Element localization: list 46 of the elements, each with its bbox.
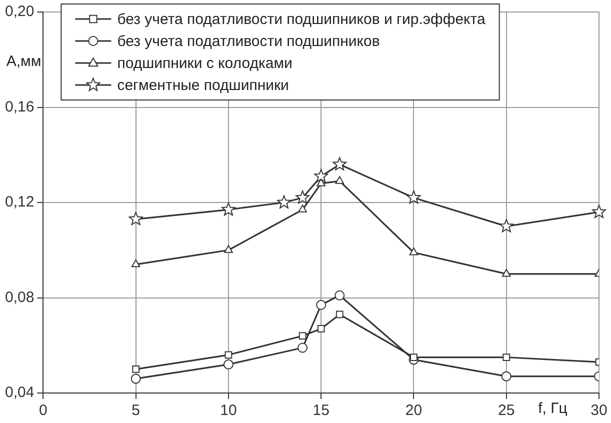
point xyxy=(332,157,347,170)
point xyxy=(277,195,291,208)
x-tick-label: 0 xyxy=(39,402,48,420)
point xyxy=(317,325,325,332)
legend-label: без учета податливости подшипников xyxy=(117,33,380,50)
point xyxy=(130,374,141,384)
point xyxy=(336,310,344,318)
point xyxy=(592,204,606,218)
point xyxy=(224,245,233,253)
point xyxy=(298,204,307,212)
point xyxy=(334,290,345,300)
point xyxy=(409,248,418,256)
legend-label: сегментные подшипники xyxy=(117,77,289,94)
legend-label: подшипники с колодками xyxy=(117,55,292,72)
point xyxy=(499,219,514,232)
x-tick-label: 25 xyxy=(498,402,515,420)
x-tick-label: 20 xyxy=(405,402,422,420)
y-axis-title: A,мм xyxy=(6,53,42,70)
point xyxy=(335,176,344,184)
point xyxy=(131,259,140,268)
x-axis-title: f, Гц xyxy=(538,400,568,418)
point xyxy=(502,268,511,277)
point xyxy=(298,332,306,340)
point xyxy=(296,190,310,204)
point xyxy=(222,202,236,216)
point xyxy=(501,371,512,382)
point xyxy=(502,354,510,361)
point xyxy=(128,212,143,226)
y-tick-label: 0,16 xyxy=(4,98,34,116)
point xyxy=(406,190,421,204)
point xyxy=(314,169,328,182)
point xyxy=(224,351,232,359)
point xyxy=(410,354,418,361)
y-tick-label: 0,20 xyxy=(4,3,34,20)
legend-label: без учета податливости подшипников и гир.эффекта xyxy=(117,11,486,28)
y-tick-label: 0,08 xyxy=(4,288,34,306)
x-tick-label: 15 xyxy=(312,402,330,420)
x-tick-label: 30 xyxy=(590,402,608,420)
point xyxy=(298,342,308,353)
y-tick-label: 0,04 xyxy=(4,384,34,402)
x-tick-label: 10 xyxy=(220,402,237,420)
x-tick-label: 5 xyxy=(132,402,140,420)
point xyxy=(316,300,326,310)
y-tick-label: 0,12 xyxy=(4,194,34,211)
point xyxy=(132,366,140,373)
point xyxy=(223,359,234,370)
